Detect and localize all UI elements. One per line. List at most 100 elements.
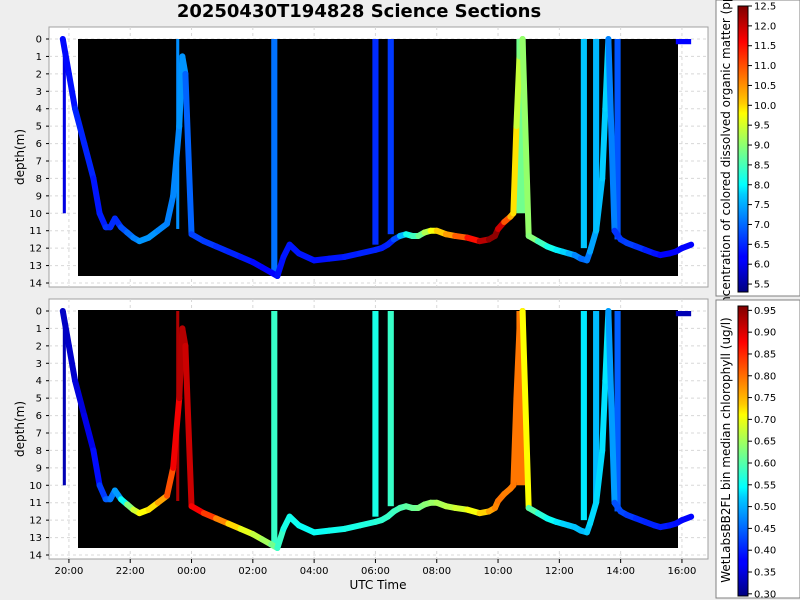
track-segment bbox=[59, 36, 72, 77]
colorbar-tick-label: 0.95 bbox=[754, 306, 776, 317]
y-tick-label: 8 bbox=[36, 446, 42, 457]
colorbar-tick-label: 7.5 bbox=[754, 200, 770, 211]
track-segment bbox=[605, 308, 618, 506]
track-segment bbox=[72, 105, 88, 147]
track-segment bbox=[65, 342, 79, 384]
cast-profile bbox=[614, 311, 621, 512]
colorbar-label-top: concentration of colored dissolved organ… bbox=[719, 0, 733, 318]
track-segment bbox=[170, 395, 183, 471]
x-tick-label: 14:00 bbox=[606, 566, 635, 577]
colorbar-tick-label: 9.0 bbox=[754, 141, 770, 152]
y-tick-label: 5 bbox=[36, 394, 42, 405]
y-tick-label: 6 bbox=[36, 139, 42, 150]
x-tick-label: 10:00 bbox=[484, 566, 513, 577]
track-segment bbox=[274, 525, 287, 552]
cast-profile bbox=[516, 39, 526, 214]
colorbar-frame-top bbox=[715, 0, 800, 297]
y-axis-label-top: depth(m) bbox=[13, 129, 27, 185]
track-segment bbox=[605, 36, 618, 234]
colorbar-tick-label: 11.5 bbox=[754, 41, 776, 52]
cast-profile bbox=[372, 39, 379, 245]
colorbar-tick-label: 0.80 bbox=[754, 371, 776, 382]
colorbar-frame-bottom bbox=[715, 299, 800, 599]
colorbar-tick-label: 0.55 bbox=[754, 480, 776, 491]
cast-profile bbox=[675, 311, 692, 317]
track-segment bbox=[90, 447, 103, 489]
colorbar-tick-label: 0.45 bbox=[754, 524, 776, 535]
track-segment bbox=[164, 192, 177, 227]
y-tick-label: 11 bbox=[29, 226, 42, 237]
colorbar-tick-label: 12.5 bbox=[754, 2, 776, 13]
y-tick-label: 13 bbox=[29, 533, 42, 544]
colorbar-tick-label: 10.5 bbox=[754, 81, 776, 92]
colorbar-ticks-bottom: 0.30 0.35 0.40 0.45 0.50 0.55 0.60 0.65 0.70 0.75… bbox=[748, 306, 776, 600]
colorbar-tick-label: 9.5 bbox=[754, 121, 770, 132]
cast-profile bbox=[271, 311, 278, 549]
track-segment bbox=[678, 241, 695, 252]
cast-profile bbox=[62, 311, 66, 486]
y-tick-label: 2 bbox=[36, 69, 42, 80]
y-tick-label: 0 bbox=[36, 307, 42, 318]
track-segment bbox=[599, 105, 609, 182]
y-tick-label: 4 bbox=[36, 104, 42, 115]
track-segment bbox=[510, 123, 520, 217]
cast-profile bbox=[62, 39, 66, 214]
cast-profile bbox=[614, 39, 621, 240]
x-axis-label: UTC Time bbox=[350, 578, 407, 592]
y-tick-label: 4 bbox=[36, 376, 42, 387]
y-tick-label: 3 bbox=[36, 359, 42, 370]
track-segment bbox=[513, 53, 523, 130]
chart-title: 20250430T194828 Science Sections bbox=[176, 1, 542, 22]
track-segment bbox=[593, 175, 606, 234]
colorbar-scale-bottom bbox=[737, 305, 749, 597]
y-tick-label: 10 bbox=[29, 481, 42, 492]
x-tick-label: 02:00 bbox=[238, 566, 267, 577]
colorbar-ticks-top: 5.5 6.0 6.5 7.0 7.5 8.0 8.5 9.0 9.5 10.0 10.5 11.0 1… bbox=[748, 2, 776, 291]
colorbar-tick-label: 12.0 bbox=[754, 21, 776, 32]
y-tick-label: 0 bbox=[36, 35, 42, 46]
cast-profile bbox=[271, 39, 278, 277]
x-tick-label: 08:00 bbox=[422, 566, 451, 577]
colorbar-tick-label: 5.5 bbox=[754, 280, 770, 291]
track-segment bbox=[519, 36, 532, 239]
colorbar-tick-label: 0.70 bbox=[754, 415, 776, 426]
track-segment bbox=[182, 342, 195, 510]
colorbar-tick-label: 6.0 bbox=[754, 260, 770, 271]
track-segment bbox=[81, 140, 97, 182]
track-segment bbox=[593, 447, 606, 506]
track-segment bbox=[513, 325, 523, 402]
y-tick-label: 7 bbox=[36, 429, 42, 440]
y-tick-label: 9 bbox=[36, 463, 42, 474]
colorbar-tick-label: 0.75 bbox=[754, 393, 776, 404]
y-tick-label: 10 bbox=[29, 209, 42, 220]
cast-profile bbox=[580, 311, 587, 521]
y-tick-label: 13 bbox=[29, 261, 42, 272]
x-tick-label: 12:00 bbox=[545, 566, 574, 577]
cast-profile bbox=[593, 311, 600, 503]
track-segment bbox=[164, 464, 177, 499]
y-tick-label: 1 bbox=[36, 52, 42, 63]
colorbar-tick-label: 8.0 bbox=[754, 180, 770, 191]
y-tick-label: 1 bbox=[36, 324, 42, 335]
x-tick-label: 20:00 bbox=[55, 566, 84, 577]
track-segment bbox=[59, 308, 72, 349]
track-segment bbox=[519, 308, 532, 511]
track-segment bbox=[599, 377, 609, 454]
y-tick-label: 9 bbox=[36, 191, 42, 202]
track-segment bbox=[170, 123, 183, 199]
y-tick-label: 11 bbox=[29, 498, 42, 509]
colorbar-tick-label: 11.0 bbox=[754, 61, 776, 72]
track-segment bbox=[65, 70, 79, 112]
x-tick-label: 16:00 bbox=[668, 566, 697, 577]
track-segment bbox=[90, 175, 103, 217]
colorbar-tick-label: 0.60 bbox=[754, 458, 776, 469]
track-segment bbox=[81, 412, 97, 454]
colorbar-tick-label: 0.35 bbox=[754, 568, 776, 579]
cast-profile bbox=[675, 39, 692, 45]
y-tick-label: 5 bbox=[36, 122, 42, 133]
